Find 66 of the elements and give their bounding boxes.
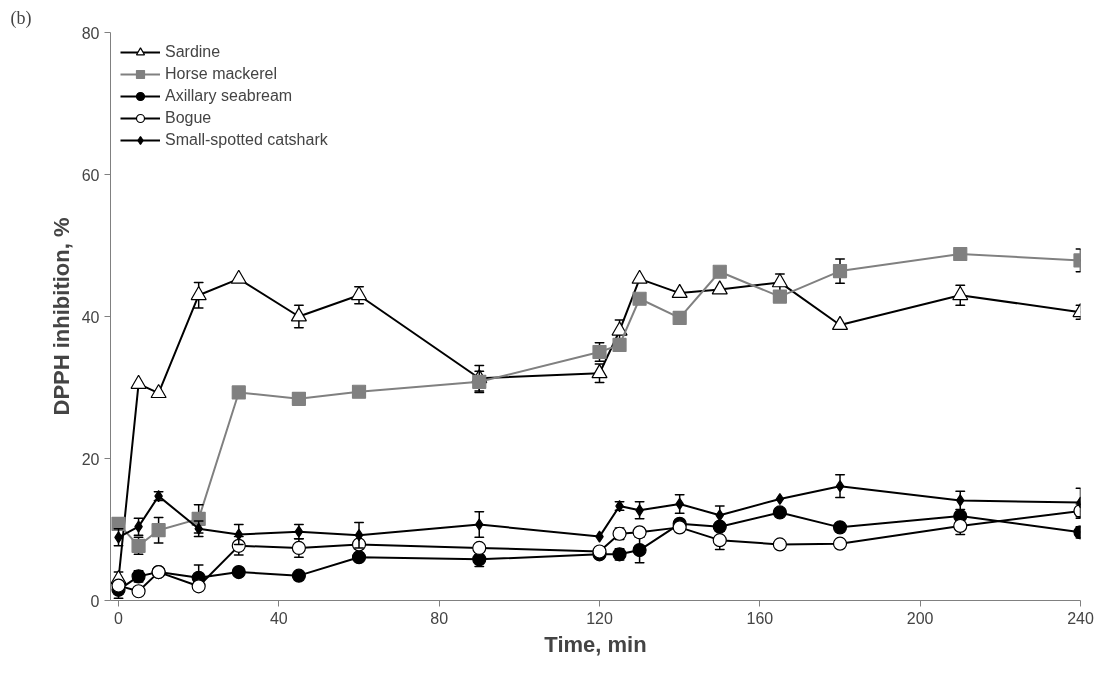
point	[835, 480, 845, 493]
point	[131, 584, 146, 599]
point	[291, 391, 306, 406]
y-tick-label: 60	[81, 166, 100, 184]
point	[831, 315, 849, 330]
point	[474, 518, 484, 531]
point	[190, 285, 207, 301]
point	[231, 385, 246, 400]
point	[191, 579, 206, 594]
point	[231, 565, 246, 580]
x-tick-label: 0	[114, 609, 124, 627]
point	[632, 291, 647, 306]
x-tick-label: 240	[1067, 609, 1094, 627]
point	[230, 269, 247, 284]
point	[832, 536, 848, 551]
point	[234, 528, 244, 541]
point	[772, 289, 787, 304]
x-axis-title: Time, min	[544, 631, 647, 657]
point	[290, 307, 307, 322]
point	[150, 383, 167, 399]
legend-label: Small-spotted catshark	[165, 131, 328, 149]
point	[711, 280, 728, 295]
point	[672, 310, 687, 326]
point	[672, 520, 687, 535]
point	[772, 505, 787, 520]
point	[291, 568, 306, 583]
legend-label: Horse mackerel	[165, 65, 278, 83]
point	[591, 364, 608, 379]
x-tick-label: 120	[586, 609, 613, 627]
point	[832, 263, 848, 279]
point	[354, 529, 364, 542]
point	[771, 273, 788, 288]
point	[832, 520, 848, 535]
legend-label: Axillary seabream	[165, 87, 293, 105]
y-tick-label: 40	[81, 308, 100, 326]
legend-label: Bogue	[165, 109, 212, 127]
point	[130, 374, 147, 389]
point	[953, 246, 968, 262]
point	[350, 285, 368, 301]
x-tick-label: 200	[906, 609, 934, 627]
point	[632, 543, 647, 558]
point	[772, 537, 787, 552]
legend-label: Sardine	[165, 43, 221, 61]
point	[955, 494, 965, 507]
point	[712, 264, 727, 279]
point	[671, 283, 688, 298]
point	[632, 525, 647, 540]
x-tick-label: 40	[269, 609, 288, 627]
point	[472, 374, 487, 389]
y-tick-label: 20	[81, 450, 100, 468]
point	[151, 523, 166, 538]
point	[351, 550, 367, 565]
point	[775, 492, 785, 506]
y-axis-title: DPPH inhibition, %	[48, 217, 74, 416]
text: (b)	[10, 7, 32, 29]
point	[952, 285, 969, 301]
x-tick-label: 160	[746, 609, 774, 627]
y-tick-label: 0	[90, 592, 100, 610]
point	[631, 269, 648, 284]
point	[611, 321, 628, 336]
point	[472, 540, 487, 556]
x-tick-label: 80	[430, 609, 449, 627]
point	[111, 578, 126, 593]
point	[612, 337, 627, 352]
y-tick-label: 80	[81, 24, 100, 42]
point	[351, 384, 367, 399]
